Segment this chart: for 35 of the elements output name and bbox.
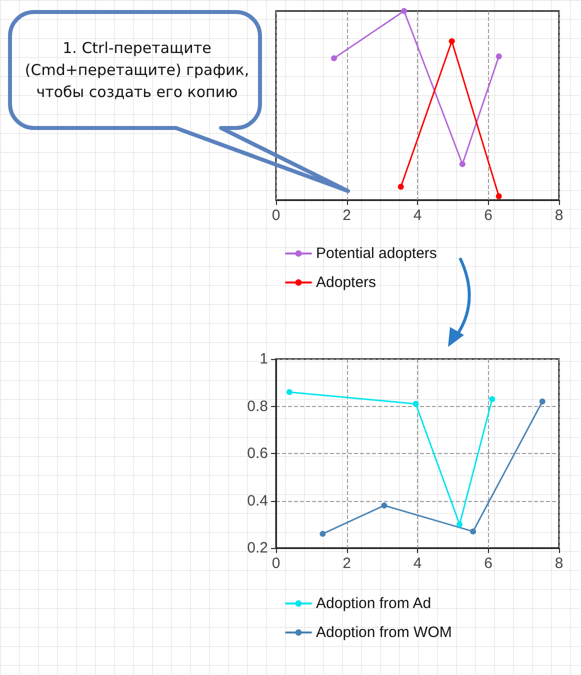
x-tick-label: 6	[484, 207, 492, 224]
x-tick-label: 8	[554, 555, 564, 572]
point	[381, 502, 388, 508]
point	[489, 396, 496, 402]
x-tick-label: 8	[554, 207, 564, 224]
y-tick-label: 0.8	[247, 398, 268, 415]
point	[320, 530, 326, 537]
x-tick-label: 4	[413, 555, 422, 572]
x-tick-label: 0	[272, 555, 280, 572]
legend-label: Adopters	[316, 274, 376, 291]
point	[448, 38, 455, 44]
text: 1. Ctrl-перетащите (Cmd+перетащите) график, чтобы создать его копию	[24, 38, 250, 103]
legend-label: Adoption from Ad	[316, 595, 432, 612]
x-tick-label: 4	[413, 207, 422, 224]
x-tick-label: 0	[272, 207, 280, 224]
x-tick-label: 2	[342, 555, 351, 572]
y-tick-label: 0.2	[247, 540, 268, 556]
point	[456, 521, 463, 528]
point	[331, 55, 338, 62]
point	[401, 8, 408, 14]
point	[459, 161, 466, 168]
x-tick-label: 2	[342, 207, 351, 224]
point	[398, 184, 404, 190]
y-tick-label: 1	[260, 350, 268, 368]
legend-label: Adoption from WOM	[316, 624, 452, 641]
point	[412, 400, 419, 407]
y-tick-label: 0.6	[247, 445, 268, 462]
y-tick-label: 0.4	[247, 492, 268, 510]
point	[286, 389, 292, 396]
legend-label: Potential adopters	[316, 245, 437, 262]
point	[496, 53, 502, 60]
point	[539, 398, 546, 405]
point	[470, 528, 476, 534]
x-tick-label: 6	[484, 555, 492, 572]
point	[496, 193, 502, 200]
